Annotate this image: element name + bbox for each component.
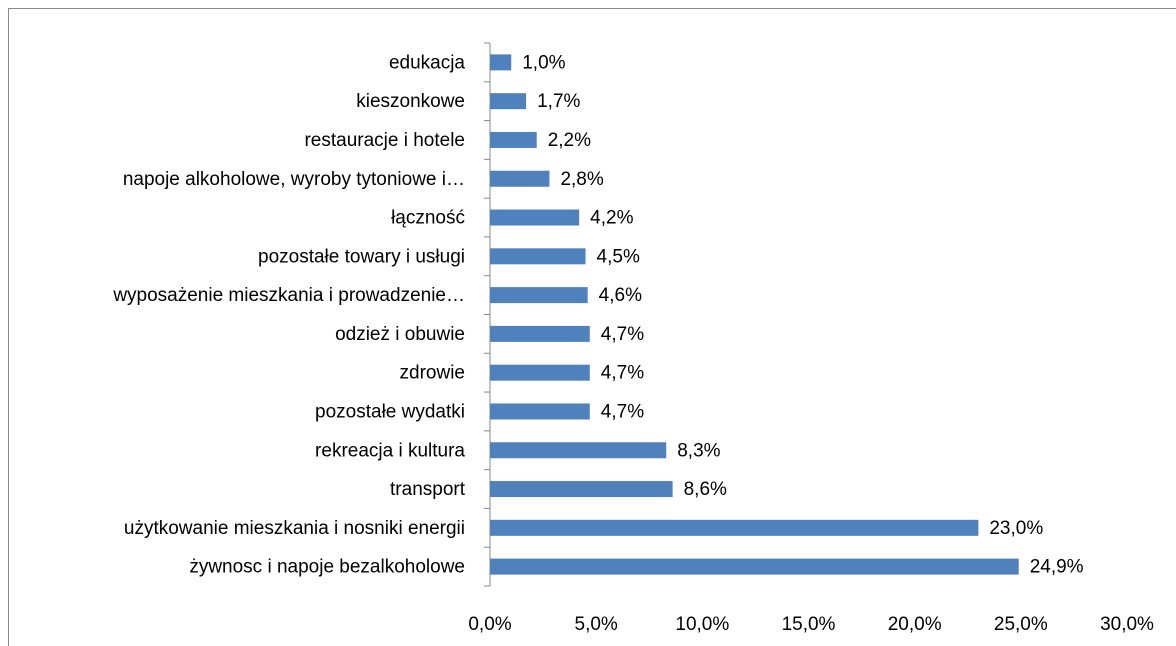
data-label: 4,7% [601, 324, 644, 345]
x-tick-label: 30,0% [1100, 614, 1154, 635]
bar [490, 209, 580, 226]
bar [490, 481, 673, 498]
x-tick-label: 20,0% [888, 614, 942, 635]
bar [490, 170, 550, 187]
bar [490, 442, 667, 459]
y-tick-label: restauracje i hotele [304, 130, 465, 151]
y-tick-label: wyposażenie mieszkania i prowadzenie… [112, 285, 465, 306]
data-label: 8,6% [684, 479, 727, 500]
bar [490, 325, 590, 342]
bar [490, 54, 512, 71]
y-tick-label: pozostałe towary i usługi [258, 246, 465, 267]
y-tick-label: odzież i obuwie [335, 324, 465, 345]
data-label: 4,6% [599, 285, 642, 306]
bar [490, 131, 537, 148]
data-label: 2,2% [548, 130, 591, 151]
bar [490, 364, 590, 381]
data-label: 1,7% [537, 91, 580, 112]
x-tick-label: 25,0% [994, 614, 1048, 635]
y-tick-label: kieszonkowe [356, 91, 465, 112]
x-tick-label: 5,0% [575, 614, 618, 635]
bar [490, 248, 586, 265]
y-tick-label: rekreacja i kultura [315, 440, 465, 461]
x-tick-label: 10,0% [675, 614, 729, 635]
data-label: 8,3% [677, 440, 720, 461]
x-tick-label: 15,0% [782, 614, 836, 635]
data-label: 4,5% [597, 246, 640, 267]
data-label: 4,2% [590, 208, 633, 229]
data-label: 2,8% [560, 169, 603, 190]
data-label: 4,7% [601, 363, 644, 384]
data-label: 4,7% [601, 401, 644, 422]
bar [490, 558, 1019, 575]
y-tick-label: transport [390, 479, 466, 500]
data-label: 23,0% [989, 518, 1043, 539]
y-tick-label: zdrowie [400, 363, 465, 384]
data-label: 24,9% [1030, 557, 1084, 578]
y-tick-label: edukacja [389, 52, 465, 73]
bar [490, 519, 979, 536]
y-tick-label: napoje alkoholowe, wyroby tytoniowe i… [123, 169, 465, 190]
y-tick-label: pozostałe wydatki [315, 401, 465, 422]
chart-border [8, 8, 1176, 646]
x-tick-label: 0,0% [468, 614, 511, 635]
bar [490, 93, 527, 110]
y-tick-label: łączność [391, 208, 465, 229]
bar [490, 403, 590, 420]
bar [490, 287, 588, 304]
y-tick-label: żywnosc i napoje bezalkoholowe [189, 557, 465, 578]
data-label: 1,0% [522, 52, 565, 73]
y-tick-label: użytkowanie mieszkania i nosniki energii [124, 518, 465, 539]
